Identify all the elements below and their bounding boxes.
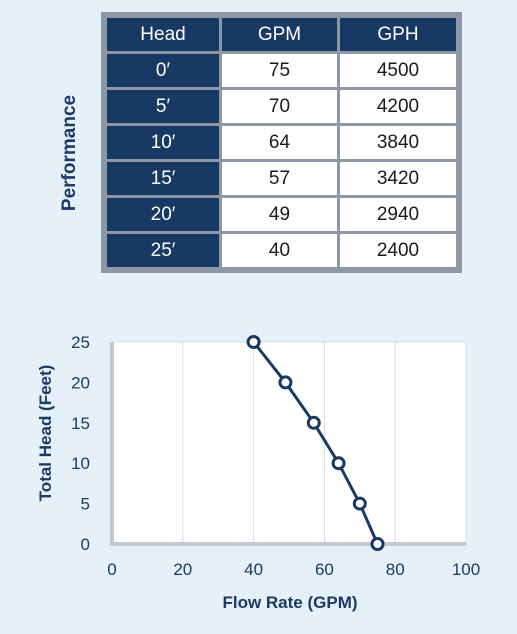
gph-cell: 3840 [340,126,456,159]
column-header-head: Head [107,18,219,51]
gpm-cell: 40 [222,234,337,267]
x-tick-label: 100 [452,560,480,579]
x-tick-label: 80 [386,560,405,579]
data-point [246,335,261,349]
data-point [352,496,367,511]
series-line [252,341,379,545]
x-axis-label: Flow Rate (GPM) [222,593,357,612]
head-cell: 15′ [107,162,219,195]
table-row: 20′ 49 2940 [107,198,456,231]
data-point [278,375,293,390]
data-point [331,456,346,471]
y-tick-label: 15 [71,414,90,433]
y-tick-label: 20 [71,373,90,392]
column-header-gph: GPH [340,18,456,51]
gpm-cell: 70 [222,90,337,123]
data-point [306,415,321,430]
gpm-cell: 57 [222,162,337,195]
chart-axes [110,342,466,546]
gph-cell: 4500 [340,54,456,87]
head-cell: 10′ [107,126,219,159]
chart-grid [112,341,467,544]
y-tick-labels: 0 5 10 15 20 25 [71,333,90,554]
head-cell: 5′ [107,90,219,123]
y-tick-label: 5 [81,495,90,514]
data-point [370,537,385,551]
head-cell: 0′ [107,54,219,87]
y-tick-label: 0 [81,535,90,554]
x-tick-label: 40 [244,560,263,579]
table-header-row: Head GPM GPH [107,18,456,51]
plot-area [112,342,466,544]
head-cell: 25′ [107,234,219,267]
table-row: 10′ 64 3840 [107,126,456,159]
gph-cell: 2400 [340,234,456,267]
gpm-cell: 49 [222,198,337,231]
head-cell: 20′ [107,198,219,231]
chart-series [246,335,385,551]
gph-cell: 2940 [340,198,456,231]
gpm-cell: 64 [222,126,337,159]
x-tick-label: 20 [173,560,192,579]
x-tick-label: 0 [107,560,116,579]
x-tick-label: 60 [315,560,334,579]
y-tick-label: 25 [71,333,90,352]
performance-label: Performance [59,94,81,212]
y-tick-label: 10 [71,454,90,473]
gpm-cell: 75 [222,54,337,87]
table-row: 25′ 40 2400 [107,234,456,267]
table-row: 0′ 75 4500 [107,54,456,87]
column-header-gpm: GPM [222,18,337,51]
y-axis-label: Total Head (Feet) [36,365,55,502]
x-tick-labels: 0 20 40 60 80 100 [107,560,480,579]
table-row: 5′ 70 4200 [107,90,456,123]
performance-table-grid: Head GPM GPH 0′ 75 4500 5′ 70 4200 10′ 6… [104,15,459,270]
performance-table: Head GPM GPH 0′ 75 4500 5′ 70 4200 10′ 6… [101,12,462,273]
gph-cell: 4200 [340,90,456,123]
gph-cell: 3420 [340,162,456,195]
table-row: 15′ 57 3420 [107,162,456,195]
performance-label-wrap: Performance [40,53,100,253]
